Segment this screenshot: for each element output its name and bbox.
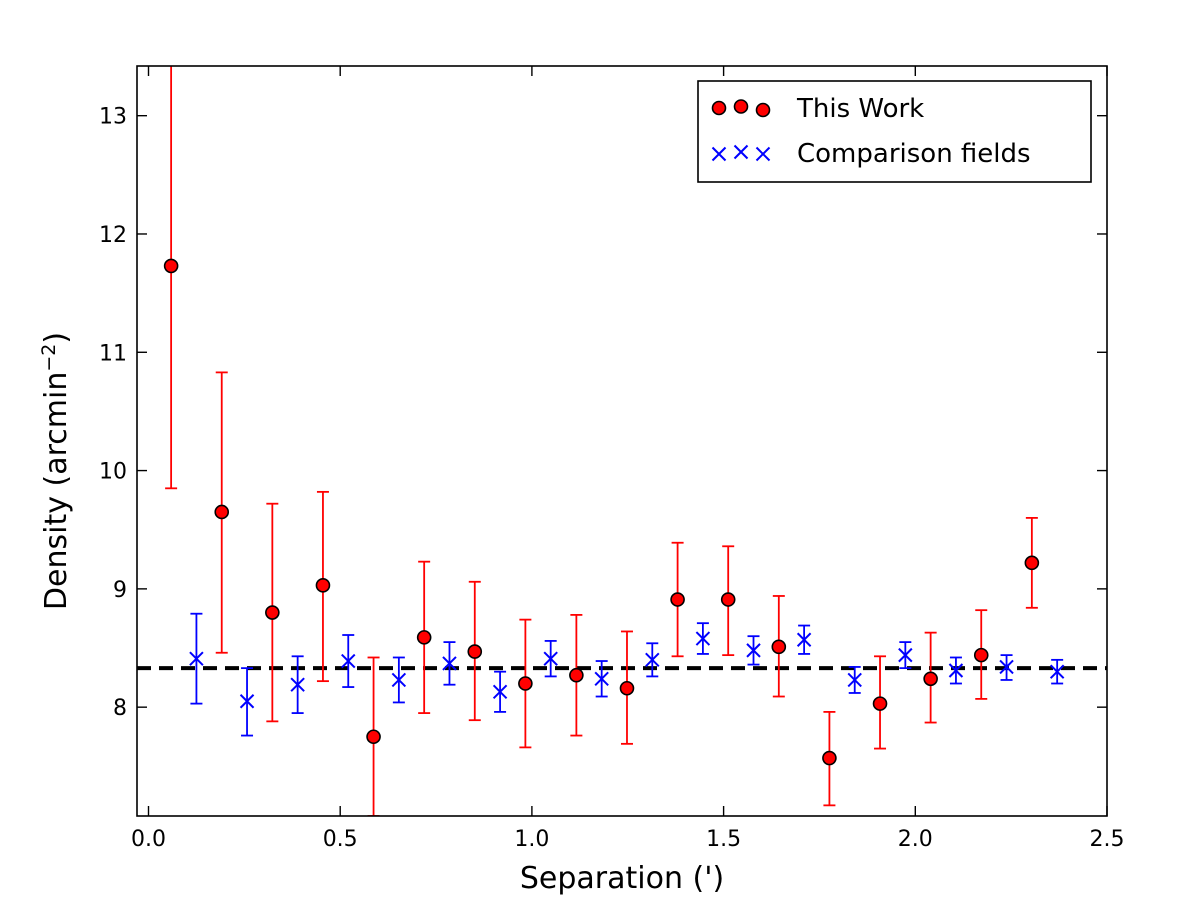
comparison-point-stroke-b bbox=[898, 647, 913, 663]
this-work-point bbox=[872, 696, 888, 711]
legend-marker-this-work bbox=[755, 102, 771, 118]
comparison-point bbox=[898, 647, 913, 663]
x-tick-label: 2.5 bbox=[1090, 827, 1125, 852]
tick-labels: 0.0 0.5 1.0 1.5 2.0 2.5 8 9 10 11 12 13 bbox=[99, 105, 1125, 852]
comparison-point bbox=[796, 632, 812, 647]
this-work-point bbox=[315, 578, 331, 593]
y-tick-label: 9 bbox=[113, 578, 127, 603]
this-work-point bbox=[973, 647, 989, 663]
comparison-point-stroke-b bbox=[594, 671, 609, 686]
x-tick-label: 1.0 bbox=[514, 827, 549, 852]
this-work-point bbox=[366, 729, 381, 745]
plot-area bbox=[137, 66, 1107, 816]
comparison-point bbox=[189, 651, 204, 666]
x-axis-title: Separation (') bbox=[520, 861, 724, 896]
legend-marker-comparison-stroke-b bbox=[711, 146, 727, 162]
comparison-point-stroke-b bbox=[391, 672, 407, 688]
comparison-point-stroke-b bbox=[290, 677, 305, 692]
comparison-point-stroke-b bbox=[341, 653, 356, 669]
y-tick-label: 12 bbox=[99, 223, 127, 248]
comparison-point-stroke-b bbox=[695, 631, 711, 646]
comparison-point bbox=[341, 653, 356, 669]
y-tick-label: 10 bbox=[99, 460, 127, 485]
comparison-point-stroke-b bbox=[492, 684, 508, 699]
this-work-point bbox=[265, 605, 280, 620]
comparison-point-stroke-b bbox=[746, 643, 761, 658]
legend-label-this-work: This Work bbox=[796, 94, 924, 124]
comparison-point bbox=[391, 672, 407, 688]
comparison-point bbox=[442, 656, 457, 671]
y-tick-label: 8 bbox=[113, 696, 127, 721]
legend-label-comparison-fields: Comparison fields bbox=[797, 139, 1031, 169]
legend-marker-comparison bbox=[733, 144, 749, 160]
legend-marker-comparison bbox=[755, 146, 771, 162]
comparison-point bbox=[746, 643, 761, 658]
comparison-point-stroke-b bbox=[543, 651, 558, 666]
this-work-point bbox=[569, 667, 584, 683]
this-work-point bbox=[467, 644, 483, 659]
comparison-point-stroke-b bbox=[189, 651, 204, 666]
this-work-point bbox=[771, 639, 787, 655]
axis-ticks bbox=[137, 66, 1108, 816]
comparison-point bbox=[543, 651, 558, 666]
comparison-point-stroke-b bbox=[796, 632, 812, 647]
y-axis-title-exponent: −2 bbox=[38, 344, 60, 372]
comparison-point bbox=[492, 684, 508, 699]
y-axis-title-close: ) bbox=[39, 332, 74, 344]
y-axis-title-main: Density (arcmin bbox=[39, 372, 74, 610]
legend-marker-comparison bbox=[711, 146, 727, 162]
this-work-point bbox=[923, 671, 938, 687]
this-work-point bbox=[619, 680, 635, 696]
this-work-point bbox=[163, 258, 179, 274]
comparison-point bbox=[645, 652, 660, 668]
comparison-point bbox=[1049, 664, 1065, 679]
this-work-point bbox=[214, 504, 230, 520]
x-tick-label: 1.5 bbox=[706, 827, 741, 852]
comparison-point-stroke-b bbox=[999, 659, 1014, 675]
comparison-point-stroke-b bbox=[1049, 664, 1065, 679]
comparison-point bbox=[847, 672, 862, 688]
y-axis-title: Density (arcmin−2) bbox=[38, 332, 74, 610]
legend: This Work Comparison fields bbox=[697, 80, 1092, 183]
comparison-point bbox=[695, 631, 711, 646]
x-tick-label: 0.0 bbox=[131, 827, 166, 852]
x-tick-label: 2.0 bbox=[898, 827, 933, 852]
legend-box bbox=[697, 80, 1092, 183]
comparison-point-stroke-b bbox=[239, 694, 255, 709]
comparison-point-stroke-b bbox=[847, 672, 862, 688]
this-work-point bbox=[670, 592, 685, 607]
legend-marker-comparison-stroke-b bbox=[733, 144, 749, 160]
legend-marker-this-work bbox=[733, 99, 749, 114]
this-work-point bbox=[1024, 555, 1040, 571]
legend-markers-this-work bbox=[711, 99, 771, 118]
comparison-point bbox=[948, 663, 964, 678]
comparison-point-stroke-b bbox=[442, 656, 457, 671]
y-tick-label: 13 bbox=[99, 105, 127, 130]
y-tick-label: 11 bbox=[99, 341, 127, 366]
comparison-point-stroke-b bbox=[645, 652, 660, 668]
legend-markers-comparison-fields bbox=[711, 144, 771, 162]
plot-frame bbox=[136, 65, 1108, 817]
comparison-point bbox=[999, 659, 1014, 675]
this-work-point bbox=[822, 750, 837, 766]
x-tick-label: 0.5 bbox=[323, 827, 358, 852]
this-work-point bbox=[416, 630, 432, 645]
this-work-point bbox=[720, 592, 736, 607]
comparison-point bbox=[594, 671, 609, 686]
comparison-point bbox=[290, 677, 305, 692]
comparison-point-stroke-b bbox=[948, 663, 964, 678]
legend-marker-this-work bbox=[711, 100, 727, 116]
comparison-point bbox=[239, 694, 255, 709]
legend-marker-comparison-stroke-b bbox=[755, 146, 771, 162]
this-work-point bbox=[518, 676, 533, 691]
